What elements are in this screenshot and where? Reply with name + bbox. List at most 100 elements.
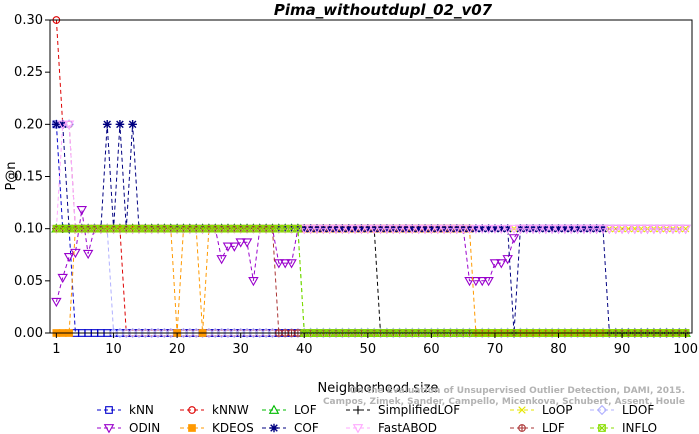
point-marker: [629, 224, 641, 235]
point-marker: [476, 224, 488, 235]
point-marker: [597, 224, 609, 235]
point-marker: [338, 224, 347, 233]
point-marker: [388, 224, 399, 235]
point-marker: [541, 224, 551, 233]
point-marker: [616, 224, 628, 235]
series-ldf: [52, 224, 690, 337]
y-tick-label: 0.05: [14, 274, 43, 289]
point-marker: [324, 224, 335, 235]
point-marker: [248, 276, 259, 287]
series-line: [56, 228, 686, 334]
point-marker: [70, 248, 81, 259]
point-marker: [604, 224, 615, 235]
series-kdeos: [52, 224, 690, 337]
point-marker: [610, 224, 621, 235]
point-marker: [438, 224, 450, 235]
point-marker: [642, 224, 653, 235]
point-marker: [105, 406, 113, 414]
point-marker: [477, 224, 487, 233]
point-marker: [426, 224, 437, 235]
point-marker: [273, 259, 285, 269]
y-tick-label: 0.15: [14, 170, 43, 185]
axes: 0.00 0.05 0.10 0.15 0.20 0.25 0.30 1 10 20 30 40 50 6…: [14, 13, 698, 357]
point-marker: [508, 234, 520, 244]
point-marker: [237, 224, 245, 233]
point-marker: [279, 259, 291, 269]
point-marker: [566, 224, 576, 233]
point-marker: [680, 224, 691, 235]
point-marker: [281, 224, 289, 233]
point-marker: [496, 259, 507, 269]
point-marker: [432, 224, 443, 235]
x-tick-label: 70: [487, 342, 504, 357]
point-marker: [235, 238, 246, 248]
legend-item-ldf: LDF: [510, 421, 565, 434]
point-marker: [294, 224, 302, 233]
series-knnw: [52, 16, 690, 337]
legend-item-ldof: LDOF: [590, 403, 654, 417]
point-marker: [585, 224, 596, 235]
point-marker: [661, 224, 672, 235]
legend-label: INFLO: [622, 421, 657, 434]
point-marker: [311, 224, 323, 235]
point-marker: [483, 224, 494, 235]
point-marker: [596, 404, 608, 416]
point-marker: [116, 224, 124, 233]
series-line: [55, 123, 686, 230]
point-marker: [484, 224, 493, 233]
legend-item-inflo: INFLO: [590, 421, 657, 434]
legend-item-fastabod: FastABOD: [346, 421, 437, 434]
x-tick-label: 30: [232, 342, 249, 357]
series-line: [55, 19, 686, 334]
legend-label: SimplifiedLOF: [378, 403, 460, 417]
point-marker: [148, 224, 156, 233]
point-marker: [547, 224, 557, 233]
series-line: [56, 228, 686, 334]
x-axis-label: Neighborhood size: [318, 381, 439, 396]
point-marker: [427, 224, 436, 233]
point-marker: [330, 224, 342, 235]
legend-item-kdeos: KDEOS: [180, 421, 254, 434]
point-marker: [52, 224, 61, 233]
attribution-line-1: Campos, Zimek, Sander, Campello, Micenko…: [323, 397, 685, 407]
point-marker: [349, 224, 361, 235]
point-marker: [78, 224, 86, 233]
point-marker: [490, 224, 500, 233]
point-marker: [489, 224, 501, 235]
point-marker: [198, 224, 207, 233]
legend-label: LOF: [294, 403, 317, 417]
point-marker: [451, 224, 463, 235]
point-marker: [408, 224, 417, 233]
legend-item-loop: LoOP: [510, 403, 573, 417]
point-marker: [82, 249, 94, 260]
point-marker: [489, 259, 501, 269]
legend-label: FastABOD: [378, 421, 437, 434]
series-fastabod: [51, 120, 691, 235]
series-line: [56, 228, 686, 334]
point-marker: [470, 276, 482, 287]
point-marker: [648, 224, 660, 235]
point-marker: [407, 224, 418, 235]
legend-item-odin: ODIN: [97, 421, 160, 434]
point-marker: [160, 224, 169, 233]
point-marker: [497, 224, 506, 233]
point-marker: [299, 224, 310, 235]
point-marker: [476, 276, 488, 287]
x-tick-label: 10: [105, 342, 122, 357]
point-marker: [527, 224, 539, 235]
point-marker: [534, 224, 545, 235]
x-tick-label: 90: [614, 342, 631, 357]
point-marker: [572, 224, 583, 235]
point-marker: [294, 224, 302, 233]
point-marker: [57, 273, 68, 284]
legend-item-cof: COF: [262, 421, 319, 434]
series-simplifiedlof: [52, 224, 690, 338]
point-marker: [337, 224, 348, 235]
point-marker: [559, 224, 571, 235]
legend-item-simplifiedlof: SimplifiedLOF: [346, 403, 460, 417]
point-marker: [229, 242, 240, 252]
series-lof: [51, 223, 691, 337]
series-line: [56, 228, 686, 334]
point-marker: [375, 224, 386, 235]
legend-item-knnw: kNNW: [180, 403, 249, 417]
